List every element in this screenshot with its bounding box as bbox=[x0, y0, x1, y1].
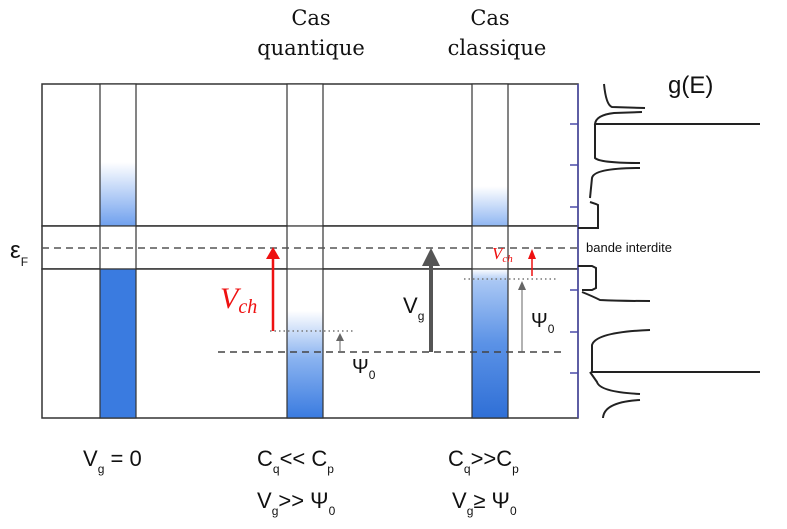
energy-axis-ticks bbox=[570, 123, 578, 374]
col3-upper-band bbox=[471, 83, 509, 227]
vch-right-arrowhead bbox=[528, 249, 536, 259]
psi-left-arrowhead bbox=[336, 333, 344, 341]
caption-col3-line1: Cq>>Cp bbox=[448, 446, 519, 476]
header-classic-line2: classique bbox=[448, 36, 547, 60]
gap-label: bande interdite bbox=[586, 240, 672, 255]
psi-right-label: Ψ0 bbox=[531, 310, 555, 336]
dos-curve bbox=[578, 83, 760, 419]
caption-col2-line2: Vg>> Ψ0 bbox=[257, 488, 336, 518]
col2-upper-band bbox=[286, 83, 324, 227]
dos-label: g(E) bbox=[668, 72, 713, 99]
caption-col1: Vg = 0 bbox=[83, 446, 142, 476]
caption-col2-line1: Cq<< Cp bbox=[257, 446, 334, 476]
col3-lower-band bbox=[471, 268, 509, 419]
psi-right-arrowhead bbox=[518, 281, 526, 290]
col2-lower-band bbox=[286, 268, 324, 419]
psi-left-label: Ψ0 bbox=[352, 356, 376, 382]
vch-right-label: Vch bbox=[492, 244, 513, 265]
col1-upper-band bbox=[99, 83, 137, 227]
fermi-label: εF bbox=[10, 237, 28, 269]
vg-arrowhead bbox=[422, 248, 440, 266]
header-classic-line1: Cas bbox=[470, 6, 509, 30]
caption-col3-line2: Vg≥ Ψ0 bbox=[452, 488, 517, 518]
col1-lower-band bbox=[99, 268, 137, 419]
vch-left-arrowhead bbox=[266, 247, 280, 259]
col2-gap-strip bbox=[286, 225, 324, 270]
header-quantum-line2: quantique bbox=[257, 36, 365, 60]
header-quantum-line1: Cas bbox=[291, 6, 330, 30]
vg-label: Vg bbox=[403, 293, 424, 323]
vch-left-label: Vch bbox=[220, 282, 257, 318]
